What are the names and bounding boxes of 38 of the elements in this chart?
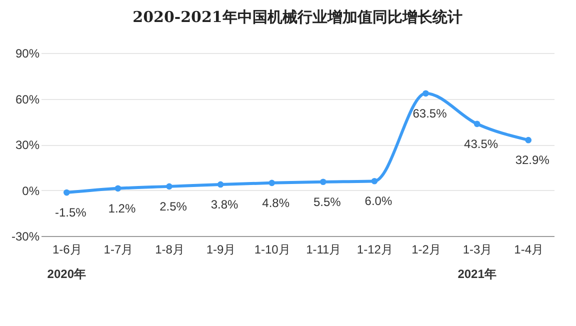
chart-title: 2020-2021年中国机械行业增加值同比增长统计: [132, 8, 462, 26]
data-label: -1.5%: [54, 206, 87, 220]
data-label: 6.0%: [364, 194, 392, 208]
data-label: 4.8%: [262, 196, 290, 210]
point: [474, 120, 480, 128]
data-label: 2.5%: [160, 199, 188, 214]
point: [217, 181, 224, 188]
data-label: 43.5%: [464, 136, 498, 151]
text: 2021年: [458, 267, 496, 281]
point: [166, 183, 172, 190]
x-tick-label: 1-10月: [254, 242, 290, 256]
x-tick-label: 1-4月: [514, 242, 544, 256]
point: [320, 178, 326, 186]
data-label: 5.5%: [313, 194, 342, 209]
data-label: 32.9%: [515, 153, 550, 168]
data-label: 3.8%: [210, 197, 239, 212]
point: [525, 136, 532, 144]
point: [268, 180, 276, 186]
data-label: 1.2%: [108, 201, 136, 216]
y-tick-label: -30%: [11, 230, 40, 244]
x-tick-label: 1-3月: [462, 242, 492, 256]
text: 2020年: [47, 267, 86, 281]
x-tick-label: 1-6月: [52, 242, 82, 256]
point: [114, 185, 122, 192]
x-tick-label: 1-11月: [306, 242, 342, 256]
x-tick-label: 1-12月: [356, 242, 393, 256]
x-tick-label: 1-9月: [206, 242, 236, 256]
x-tick-label: 1-7月: [104, 242, 134, 256]
x-tick-label: 1-2月: [412, 242, 441, 256]
point: [422, 90, 429, 97]
point: [63, 189, 70, 196]
data-label: 63.5%: [412, 106, 448, 120]
y-tick-label: 60%: [15, 92, 40, 106]
y-tick-label: 30%: [15, 138, 40, 152]
y-tick-label: 90%: [15, 46, 40, 60]
point: [371, 178, 378, 184]
y-tick-label: 0%: [22, 184, 40, 198]
x-tick-label: 1-8月: [155, 242, 184, 256]
